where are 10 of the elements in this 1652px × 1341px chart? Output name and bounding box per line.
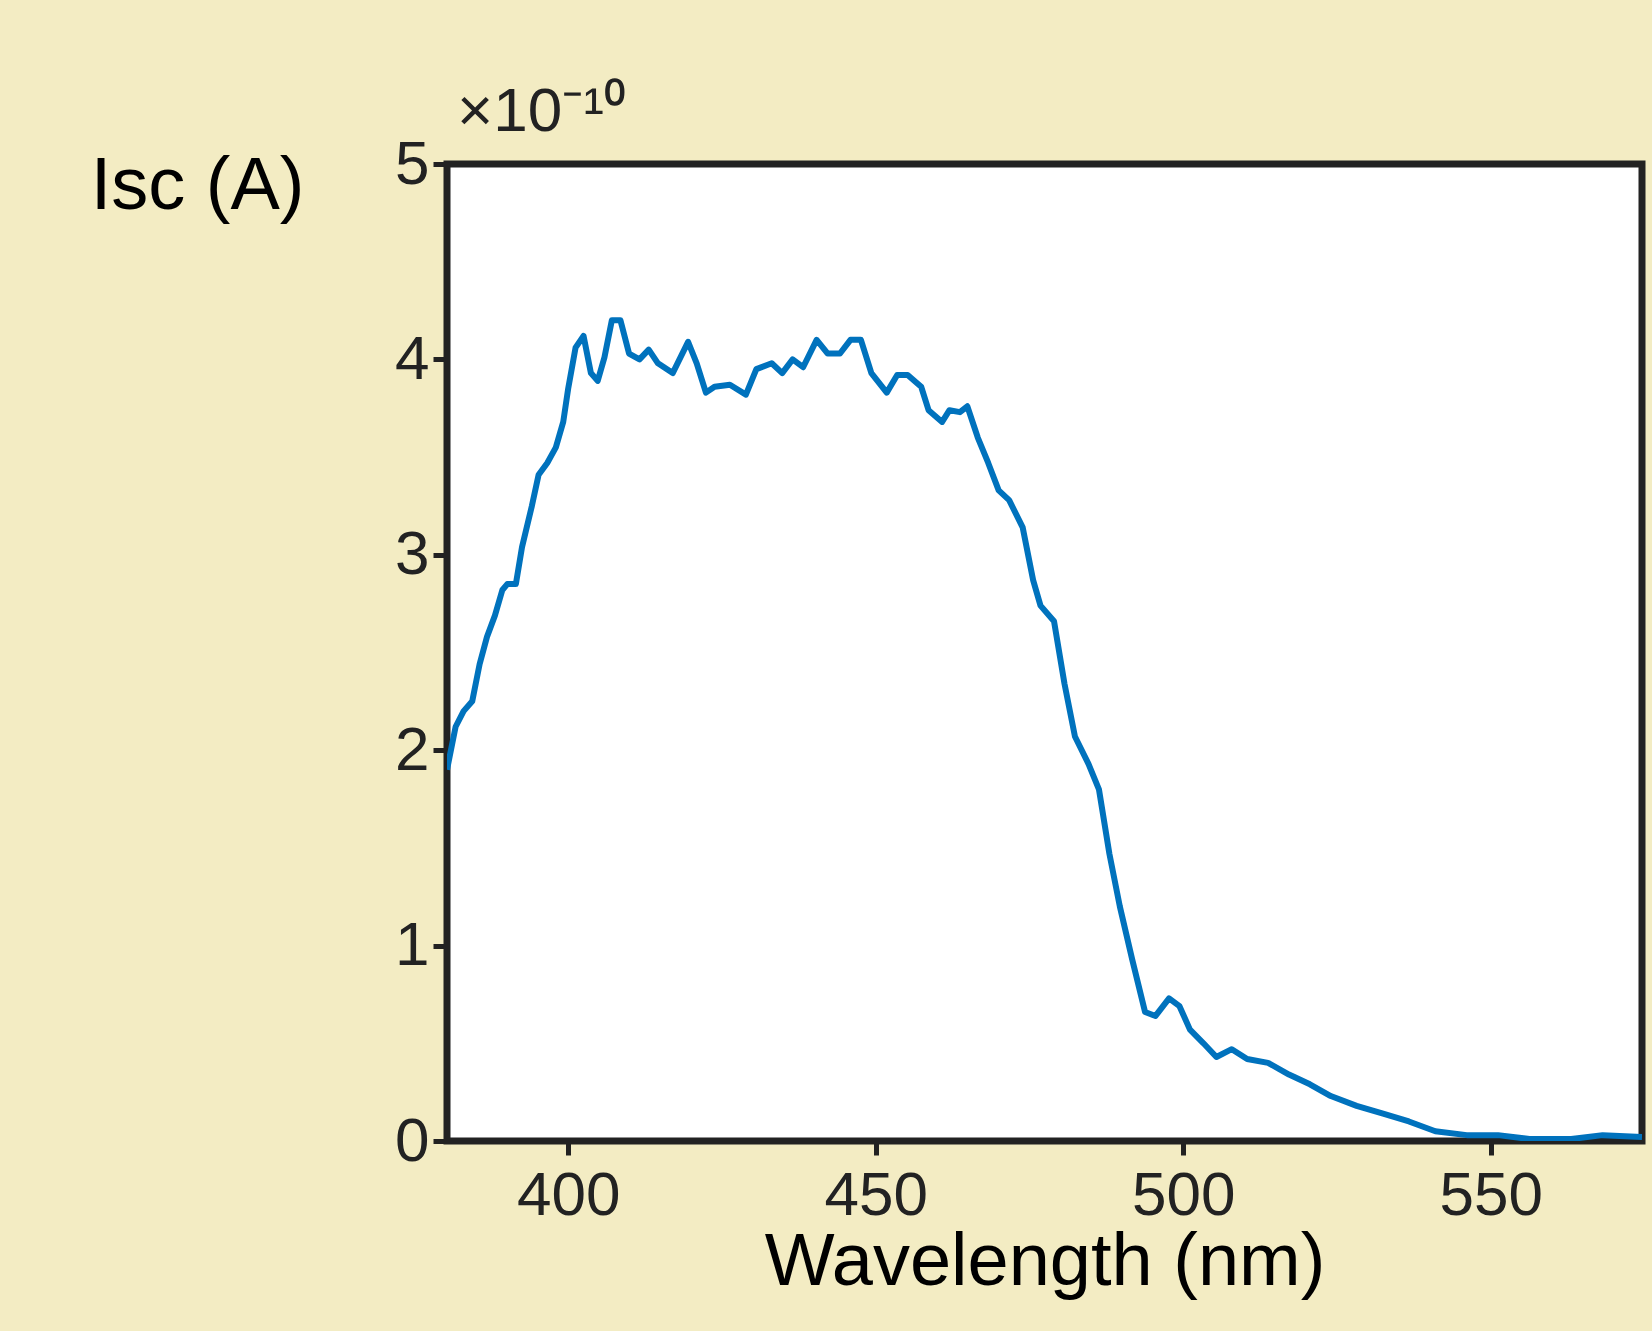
y-tick-label: 2 (395, 713, 430, 783)
y-tick-label: 5 (395, 127, 430, 197)
y-axis-title: Isc (A) (90, 141, 305, 225)
x-tick-label: 400 (516, 1158, 621, 1228)
x-tick-label: 550 (1439, 1158, 1543, 1228)
y-tick-label: 4 (395, 322, 430, 392)
text: ×10⁻¹⁰ (457, 75, 626, 144)
y-tick-label: 1 (395, 909, 430, 979)
y-tick-label: 0 (395, 1104, 430, 1174)
y-tick-label: 3 (395, 518, 430, 588)
